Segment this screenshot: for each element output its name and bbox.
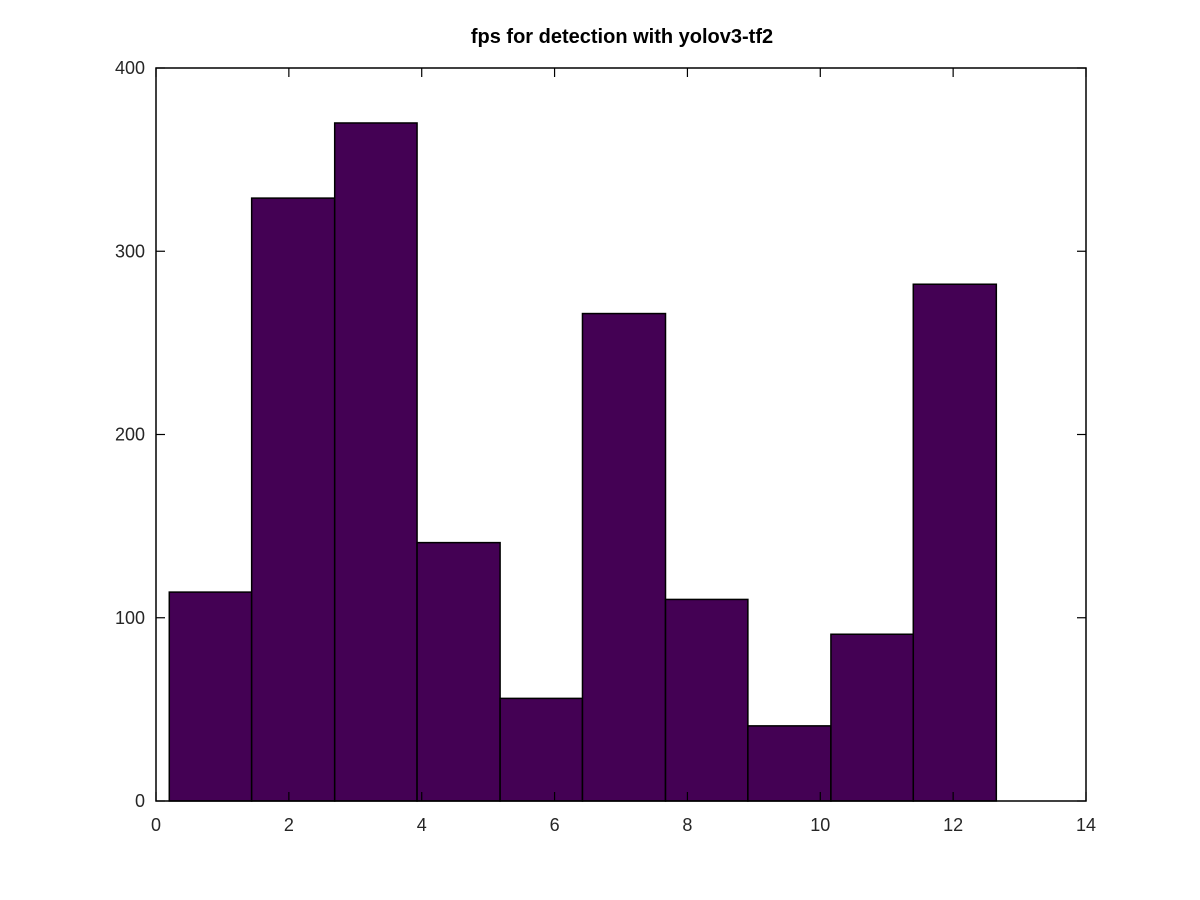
- histogram-bar-9: [830, 633, 915, 802]
- x-tick-label: 12: [943, 815, 963, 835]
- y-tick-label: 300: [115, 241, 145, 261]
- y-tick-label: 100: [115, 608, 145, 628]
- histogram-bar-4: [416, 541, 501, 802]
- y-tick-label: 200: [115, 425, 145, 445]
- bars-group: [168, 122, 998, 802]
- x-tick-label: 10: [810, 815, 830, 835]
- axes-box: [155, 67, 1087, 802]
- histogram-bar-2: [250, 197, 336, 802]
- x-tick-label: 4: [417, 815, 427, 835]
- tick-labels-group: 0 2 4 6 8 10 12 14 0 100 200 300 400: [115, 58, 1096, 835]
- histogram-bar-6: [581, 312, 667, 802]
- histogram-bar-1: [168, 591, 253, 802]
- x-tick-label: 2: [284, 815, 294, 835]
- x-tick-label: 14: [1076, 815, 1096, 835]
- y-tick-label: 400: [115, 58, 145, 78]
- histogram-bar-10: [912, 283, 998, 802]
- y-tick-label: 0: [135, 791, 145, 811]
- histogram-bar-8: [747, 725, 832, 802]
- x-tick-label: 0: [151, 815, 161, 835]
- x-tick-label: 6: [550, 815, 560, 835]
- histogram-bar-5: [499, 697, 584, 802]
- histogram-bar-7: [664, 598, 749, 802]
- x-tick-label: 8: [682, 815, 692, 835]
- histogram-bar-3: [333, 122, 418, 802]
- chart-title: fps for detection with yolov3-tf2: [471, 26, 773, 48]
